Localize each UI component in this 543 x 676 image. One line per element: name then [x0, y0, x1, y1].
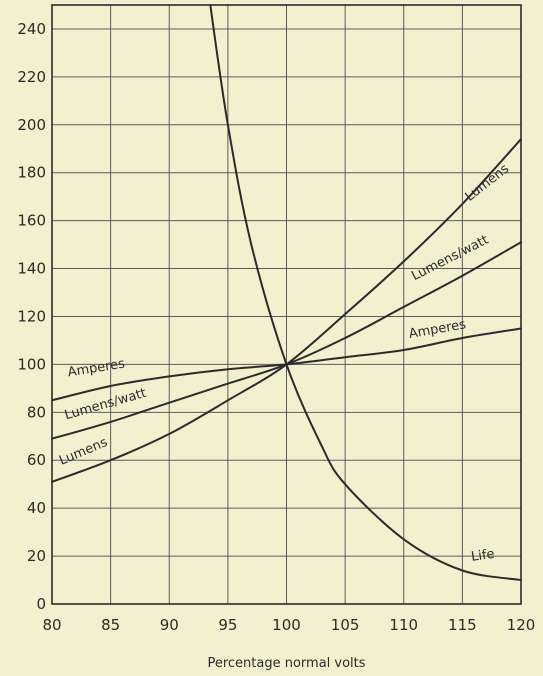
curve-label-lumens: Lumens — [463, 161, 513, 204]
x-tick-label: 90 — [160, 616, 179, 634]
y-tick-label: 100 — [17, 355, 46, 373]
x-tick-label: 100 — [272, 616, 301, 634]
y-tick-label: 80 — [27, 403, 46, 421]
y-tick-label: 160 — [17, 212, 46, 230]
curve-label-life: Life — [470, 547, 495, 565]
x-tick-label: 110 — [389, 616, 418, 634]
y-tick-label: 40 — [27, 499, 46, 517]
curves — [51, 4, 522, 581]
curve-label-life: Life — [187, 0, 210, 4]
x-tick-label: 85 — [101, 616, 120, 634]
curve-label-amperes: Amperes — [67, 356, 126, 380]
grid — [51, 5, 522, 605]
y-tick-label: 60 — [27, 451, 46, 469]
curve-labels: LifeLifeLumensLumens/wattAmperesAmperesL… — [57, 0, 512, 565]
curve-lumens — [51, 138, 522, 483]
y-tick-labels: 0 20 40 60 80 100 120 140 160 180 200 220 240 — [17, 20, 46, 613]
x-tick-label: 95 — [218, 616, 237, 634]
y-tick-label: 200 — [17, 116, 46, 134]
y-tick-label: 180 — [17, 164, 46, 182]
y-tick-label: 20 — [27, 547, 46, 565]
y-tick-label: 240 — [17, 20, 46, 38]
curve-lumens-watt — [51, 241, 522, 440]
x-axis-title: Percentage normal volts — [207, 656, 365, 671]
y-tick-label: 220 — [17, 68, 46, 86]
x-tick-label: 115 — [448, 616, 477, 634]
y-tick-label: 140 — [17, 260, 46, 278]
plot-frame — [51, 4, 522, 605]
x-tick-label: 120 — [507, 616, 536, 634]
x-tick-label: 80 — [42, 616, 61, 634]
y-tick-label: 0 — [36, 595, 46, 613]
curve-label-lumens-watt: Lumens/watt — [409, 233, 491, 285]
curve-label-lumens-watt: Lumens/watt — [63, 386, 148, 424]
y-tick-label: 120 — [17, 307, 46, 325]
x-tick-labels: 80 85 90 95 100 105 110 115 120 — [42, 616, 535, 634]
x-tick-label: 105 — [331, 616, 360, 634]
curve-life — [209, 4, 522, 581]
